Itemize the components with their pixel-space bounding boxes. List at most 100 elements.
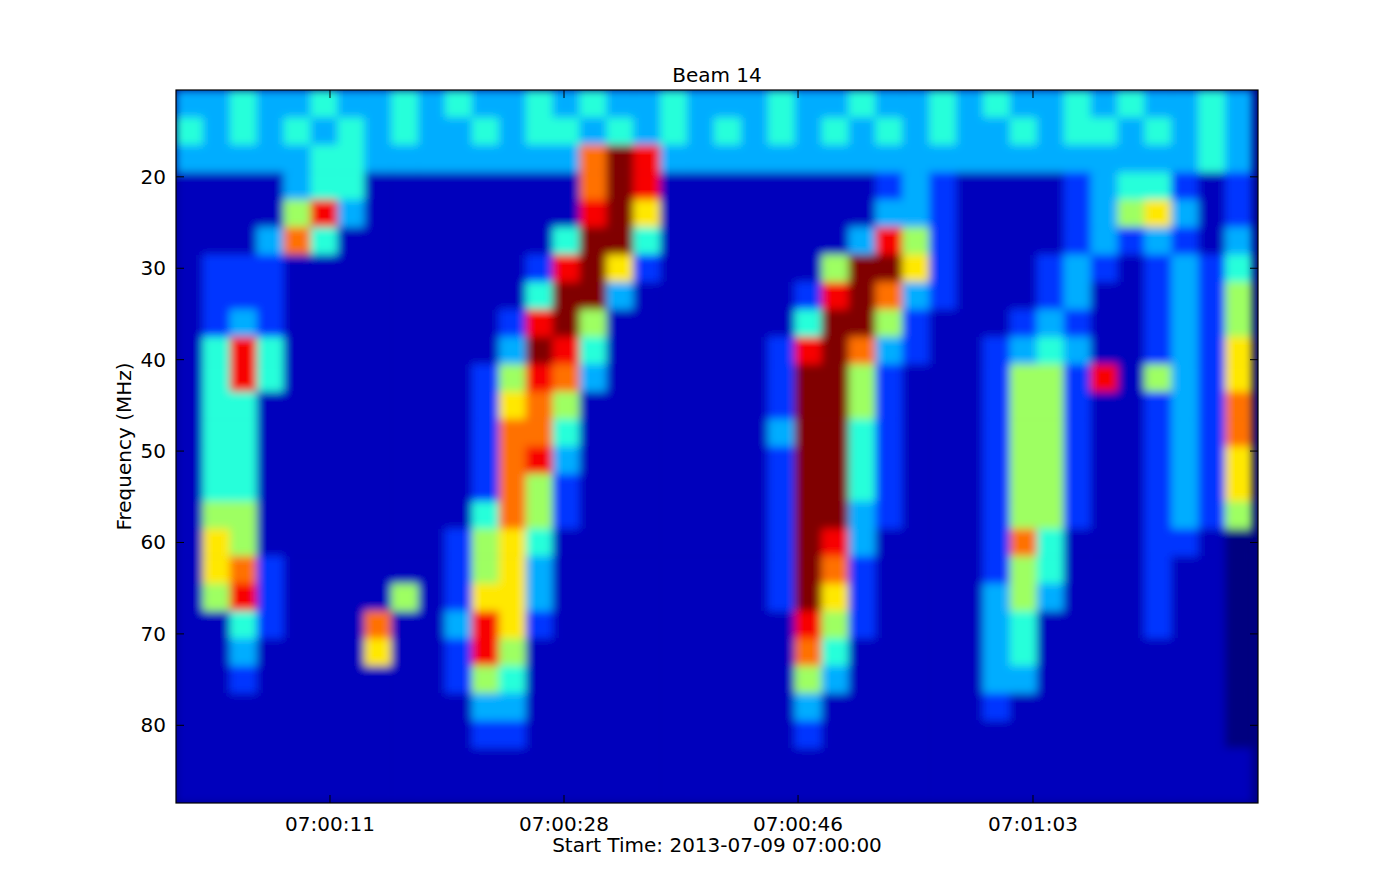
cell [902, 529, 929, 557]
cell [230, 392, 257, 420]
cell [445, 145, 472, 173]
cell [230, 309, 257, 337]
cell [364, 90, 391, 118]
cell [956, 200, 983, 228]
cell [1091, 364, 1118, 392]
cell [364, 200, 391, 228]
cell [257, 227, 284, 255]
cell [633, 776, 660, 803]
cell [391, 255, 418, 283]
cell [687, 309, 714, 337]
cell [822, 90, 849, 118]
cell [310, 611, 337, 639]
cell [445, 200, 472, 228]
cell [660, 255, 687, 283]
cell [606, 501, 633, 529]
cell [337, 282, 364, 310]
cell [230, 721, 257, 749]
cell [1037, 611, 1064, 639]
cell [203, 227, 230, 255]
cell [391, 638, 418, 666]
cell [633, 721, 660, 749]
cell [1037, 748, 1064, 776]
cell [579, 200, 606, 228]
cell [472, 90, 499, 118]
cell [1091, 474, 1118, 502]
cell [1010, 776, 1037, 803]
cell [418, 721, 445, 749]
cell [875, 666, 902, 694]
cell [176, 117, 203, 145]
cell [1198, 666, 1225, 694]
cell [687, 611, 714, 639]
cell [902, 748, 929, 776]
cell [1091, 666, 1118, 694]
cell [660, 501, 687, 529]
cell [660, 337, 687, 365]
cell [579, 145, 606, 173]
cell [768, 776, 795, 803]
cell [176, 255, 203, 283]
cell [1064, 474, 1091, 502]
cell [1144, 145, 1171, 173]
cell [795, 145, 822, 173]
cell [1144, 529, 1171, 557]
cell [687, 282, 714, 310]
cell [284, 501, 311, 529]
cell [1198, 145, 1225, 173]
cell [633, 447, 660, 475]
cell [176, 282, 203, 310]
cell [418, 419, 445, 447]
cell [472, 556, 499, 584]
cell [337, 227, 364, 255]
cell [579, 282, 606, 310]
cell [1064, 200, 1091, 228]
cell [230, 776, 257, 803]
cell [741, 748, 768, 776]
cell [1091, 255, 1118, 283]
cell [902, 90, 929, 118]
cell [956, 282, 983, 310]
cell [902, 776, 929, 803]
cell [1144, 227, 1171, 255]
cell [633, 529, 660, 557]
cell [553, 474, 580, 502]
cell [418, 748, 445, 776]
cell [633, 145, 660, 173]
cell [714, 309, 741, 337]
cell [1037, 117, 1064, 145]
cell [768, 419, 795, 447]
cell [1198, 556, 1225, 584]
cell [983, 638, 1010, 666]
chart: 2030405060708007:00:1107:00:2807:00:4607… [0, 0, 1398, 893]
cell [795, 282, 822, 310]
cell [284, 666, 311, 694]
cell [741, 556, 768, 584]
cell [337, 364, 364, 392]
cell [445, 337, 472, 365]
cell [714, 282, 741, 310]
cell [553, 447, 580, 475]
cell [1144, 584, 1171, 612]
cell [1010, 666, 1037, 694]
cell [445, 90, 472, 118]
cell [553, 392, 580, 420]
cell [257, 309, 284, 337]
cell [472, 364, 499, 392]
cell [1037, 200, 1064, 228]
cell [929, 529, 956, 557]
cell [768, 447, 795, 475]
cell [257, 611, 284, 639]
cell [445, 309, 472, 337]
cell [848, 721, 875, 749]
cell [983, 227, 1010, 255]
cell [902, 282, 929, 310]
cell [579, 447, 606, 475]
cell [310, 90, 337, 118]
cell [553, 337, 580, 365]
cell [902, 584, 929, 612]
cell [956, 501, 983, 529]
cell [660, 172, 687, 200]
cell [337, 447, 364, 475]
cell [822, 776, 849, 803]
